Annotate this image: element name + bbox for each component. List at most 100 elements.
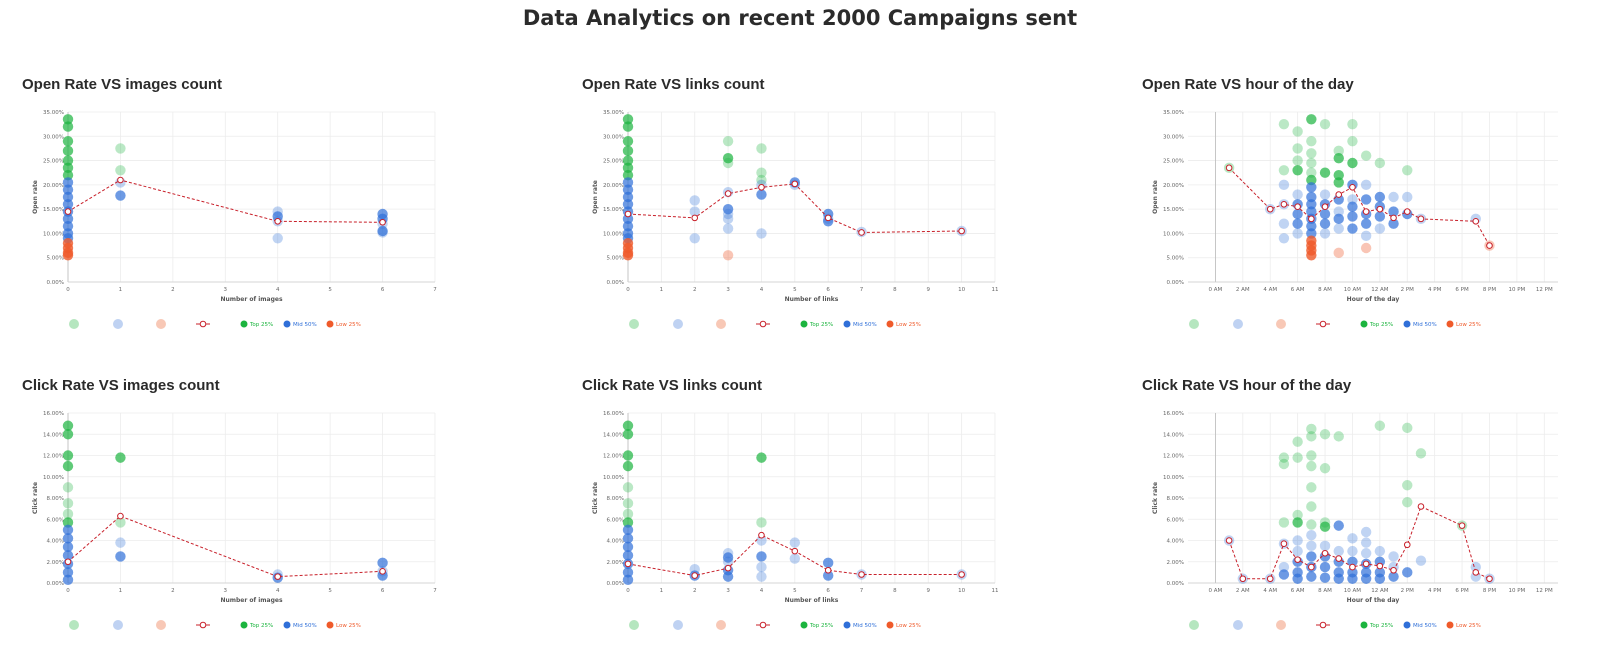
data-point bbox=[1333, 152, 1344, 164]
data-point bbox=[1306, 460, 1317, 472]
average-point bbox=[1266, 575, 1274, 583]
data-point bbox=[756, 561, 767, 573]
data-point bbox=[62, 574, 74, 586]
y-tick-label: 25.00% bbox=[43, 159, 64, 165]
y-tick-label: 25.00% bbox=[1163, 159, 1184, 165]
data-point bbox=[1388, 191, 1399, 203]
data-point bbox=[722, 556, 734, 567]
x-tick-label: 8 PM bbox=[1483, 588, 1497, 594]
average-point bbox=[1390, 566, 1397, 574]
average-line bbox=[627, 534, 962, 577]
average-point bbox=[1308, 215, 1315, 223]
x-tick-label: 6 PM bbox=[1455, 588, 1469, 594]
y-axis-title: Click rate bbox=[1152, 482, 1159, 514]
legend-label-top: Top 25% bbox=[809, 623, 833, 629]
legend-swatch-mid-light bbox=[1233, 319, 1243, 329]
data-point bbox=[1306, 167, 1317, 178]
y-tick-label: 12.00% bbox=[43, 454, 64, 460]
data-point bbox=[1319, 561, 1331, 573]
average-point bbox=[64, 208, 72, 215]
y-axis-title: Click rate bbox=[592, 482, 599, 514]
data-point bbox=[1374, 223, 1386, 234]
x-tick-label: 9 bbox=[927, 588, 931, 594]
data-point bbox=[1278, 179, 1290, 191]
data-point bbox=[377, 227, 388, 238]
data-point bbox=[722, 152, 734, 164]
data-point bbox=[1306, 519, 1317, 530]
x-tick-label: 5 bbox=[793, 287, 797, 293]
data-point bbox=[722, 208, 734, 220]
y-tick-label: 35.00% bbox=[1163, 110, 1184, 116]
x-tick-label: 6 AM bbox=[1291, 588, 1305, 594]
data-point bbox=[1360, 179, 1372, 191]
chart-title: Open Rate VS images count bbox=[22, 76, 223, 93]
legend-swatch-low-light bbox=[716, 319, 726, 329]
x-tick-label: 8 AM bbox=[1318, 588, 1332, 594]
y-axis-title: Click rate bbox=[32, 482, 39, 514]
data-point bbox=[1388, 218, 1399, 229]
x-axis-title: Number of links bbox=[785, 597, 839, 604]
legend-swatch-top bbox=[1360, 320, 1368, 328]
average-point bbox=[117, 512, 124, 520]
x-tick-label: 3 bbox=[224, 287, 228, 293]
y-tick-label: 15.00% bbox=[603, 207, 624, 213]
data-point bbox=[1319, 118, 1331, 130]
y-tick-label: 2.00% bbox=[47, 560, 64, 566]
data-point bbox=[1306, 199, 1317, 210]
data-point bbox=[1278, 569, 1290, 580]
data-point bbox=[1347, 201, 1358, 212]
data-point bbox=[722, 223, 734, 234]
chart-panel-click-vs-hour: Click Rate VS hour of the day 0.00% 2.00%… bbox=[1142, 377, 1600, 667]
legend-swatch-low bbox=[886, 320, 894, 328]
data-point bbox=[272, 211, 283, 222]
legend-swatch-mid-light bbox=[113, 319, 123, 329]
data-point bbox=[622, 220, 634, 232]
x-tick-label: 3 bbox=[726, 588, 730, 594]
x-tick-label: 7 bbox=[433, 287, 437, 293]
x-tick-label: 1 bbox=[660, 287, 664, 293]
x-tick-label: 11 bbox=[992, 588, 999, 594]
data-point bbox=[1278, 517, 1290, 528]
legend-swatch-low-light bbox=[1276, 319, 1286, 329]
data-point bbox=[1374, 573, 1386, 584]
legend-swatch-top-light bbox=[69, 319, 79, 329]
chart-title: Open Rate VS links count bbox=[582, 76, 765, 93]
average-line bbox=[67, 179, 383, 223]
legend-swatch-low-light bbox=[156, 319, 166, 329]
y-tick-label: 20.00% bbox=[1163, 183, 1184, 189]
average-point bbox=[1417, 503, 1425, 510]
data-point bbox=[722, 135, 734, 147]
average-point bbox=[1349, 563, 1356, 571]
data-point bbox=[1402, 480, 1413, 491]
data-point bbox=[62, 550, 74, 561]
x-tick-label: 5 bbox=[328, 287, 332, 293]
x-tick-label: 0 bbox=[66, 588, 70, 594]
data-point bbox=[1306, 551, 1317, 562]
data-point bbox=[1347, 573, 1358, 584]
legend: Top 25% Mid 50% Low 25% bbox=[1189, 620, 1481, 630]
x-tick-label: 5 bbox=[328, 588, 332, 594]
scatter-chart: 0.00% 2.00% 4.00% 6.00% 8.00% 10.00% 12.00% 14.… bbox=[32, 411, 437, 630]
data-point bbox=[622, 524, 634, 536]
data-point bbox=[62, 429, 74, 440]
y-axis-title: Open rate bbox=[1152, 180, 1159, 214]
average-point bbox=[1225, 537, 1233, 544]
y-tick-label: 35.00% bbox=[43, 110, 64, 116]
data-point bbox=[1333, 169, 1344, 181]
data-point bbox=[622, 498, 634, 509]
data-point bbox=[1402, 165, 1413, 176]
scatter-chart: 0.00% 2.00% 4.00% 6.00% 8.00% 10.00% 12.00% 14.… bbox=[592, 411, 999, 630]
data-point bbox=[756, 228, 767, 239]
y-tick-label: 4.00% bbox=[1167, 539, 1184, 545]
data-point bbox=[1402, 191, 1413, 203]
data-point bbox=[1292, 155, 1303, 166]
y-tick-label: 6.00% bbox=[607, 517, 624, 523]
x-tick-label: 2 bbox=[171, 287, 175, 293]
scatter-chart: 0.00% 5.00% 10.00% 15.00% 20.00% 25.00% 30.00%… bbox=[32, 110, 437, 329]
average-point bbox=[1225, 164, 1233, 172]
data-point bbox=[1360, 150, 1372, 161]
data-point bbox=[622, 533, 634, 544]
data-point bbox=[1306, 182, 1317, 193]
data-point bbox=[1333, 573, 1344, 584]
data-point bbox=[689, 233, 700, 244]
